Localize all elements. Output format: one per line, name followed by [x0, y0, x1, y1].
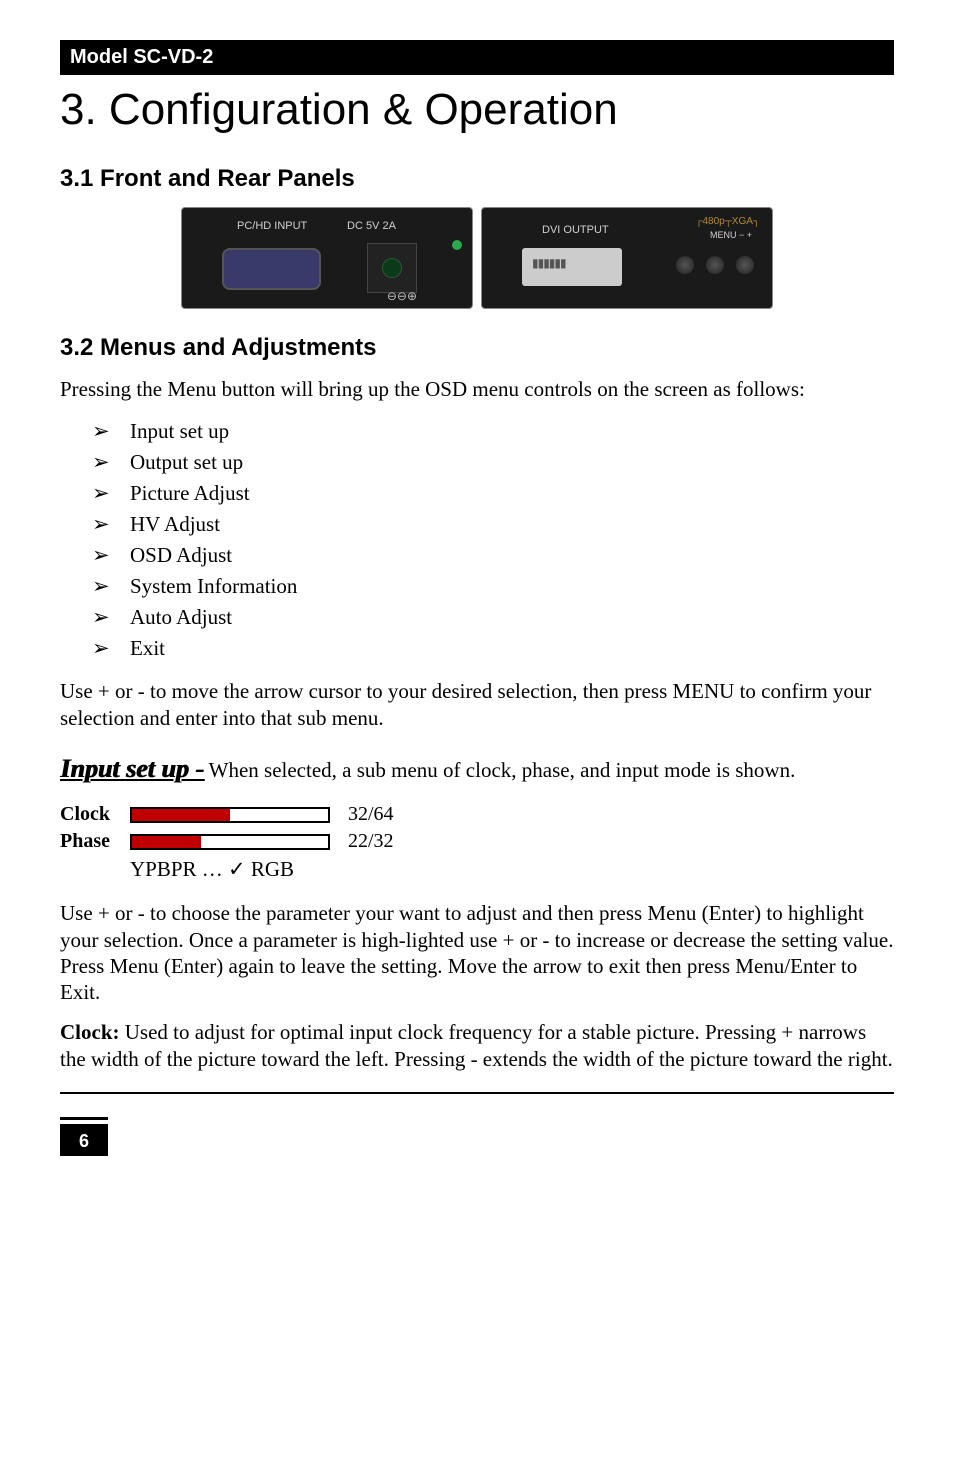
section-3-2-heading: 3.2 Menus and Adjustments	[60, 334, 894, 362]
rear-panel-image: DVI OUTPUT ┌480p┬XGA┐ MENU − +	[481, 207, 773, 309]
list-item: Picture Adjust	[130, 478, 894, 509]
dc5v-label: DC 5V 2A	[347, 220, 396, 232]
power-led-icon	[452, 240, 462, 250]
clock-value: 32/64	[348, 803, 394, 826]
input-setup-title: Input set up -	[60, 754, 204, 783]
clock-slider-fill	[132, 809, 230, 821]
polarity-symbols: ⊖⊖⊕	[387, 289, 417, 304]
front-panel-image: PC/HD INPUT DC 5V 2A ⊖⊖⊕	[181, 207, 473, 309]
minus-knob-icon	[706, 256, 724, 274]
input-setup-rest: When selected, a sub menu of clock, phas…	[204, 758, 796, 782]
phase-slider-row: Phase 22/32	[60, 830, 894, 853]
intro-3-2-text: Pressing the Menu button will bring up t…	[60, 376, 894, 402]
plus-knob-icon	[736, 256, 754, 274]
phase-slider-fill	[132, 836, 201, 848]
slider-block: Clock 32/64 Phase 22/32 YPBPR … ✓ RGB	[60, 803, 894, 882]
clock-description: Clock: Used to adjust for optimal input …	[60, 1019, 894, 1072]
dc-jack-icon	[367, 243, 417, 293]
dvi-port-icon	[522, 248, 622, 286]
vga-port-icon	[222, 248, 321, 290]
phase-slider-track	[130, 834, 330, 850]
list-item: OSD Adjust	[130, 540, 894, 571]
osd-menu-list: Input set up Output set up Picture Adjus…	[60, 416, 894, 664]
panels-row: PC/HD INPUT DC 5V 2A ⊖⊖⊕ DVI OUTPUT ┌480…	[60, 207, 894, 309]
res-label: ┌480p┬XGA┐	[695, 216, 760, 227]
list-item: Output set up	[130, 447, 894, 478]
list-item: Exit	[130, 633, 894, 664]
list-item: Input set up	[130, 416, 894, 447]
menu-label: MENU − +	[710, 230, 752, 240]
footer-line: 6	[60, 1092, 894, 1156]
menu-knob-icon	[676, 256, 694, 274]
use-plus-minus-text-2: Use + or - to choose the parameter your …	[60, 900, 894, 1005]
chapter-title: 3. Configuration & Operation	[60, 85, 894, 135]
clock-desc-text: Used to adjust for optimal input clock f…	[60, 1020, 893, 1070]
list-item: System Information	[130, 571, 894, 602]
phase-label: Phase	[60, 830, 130, 853]
list-item: HV Adjust	[130, 509, 894, 540]
phase-value: 22/32	[348, 830, 394, 853]
ypbpr-rgb-row: YPBPR … ✓ RGB	[130, 857, 894, 882]
dvi-output-label: DVI OUTPUT	[542, 224, 609, 236]
clock-bold-label: Clock:	[60, 1020, 120, 1044]
section-3-1-heading: 3.1 Front and Rear Panels	[60, 165, 894, 193]
pchd-input-label: PC/HD INPUT	[237, 220, 307, 232]
list-item: Auto Adjust	[130, 602, 894, 633]
use-plus-minus-text: Use + or - to move the arrow cursor to y…	[60, 678, 894, 731]
model-bar: Model SC-VD-2	[60, 40, 894, 75]
clock-slider-track	[130, 807, 330, 823]
clock-slider-row: Clock 32/64	[60, 803, 894, 826]
input-setup-para: Input set up - When selected, a sub menu…	[60, 753, 894, 786]
page-number: 6	[60, 1124, 108, 1156]
clock-label: Clock	[60, 803, 130, 826]
